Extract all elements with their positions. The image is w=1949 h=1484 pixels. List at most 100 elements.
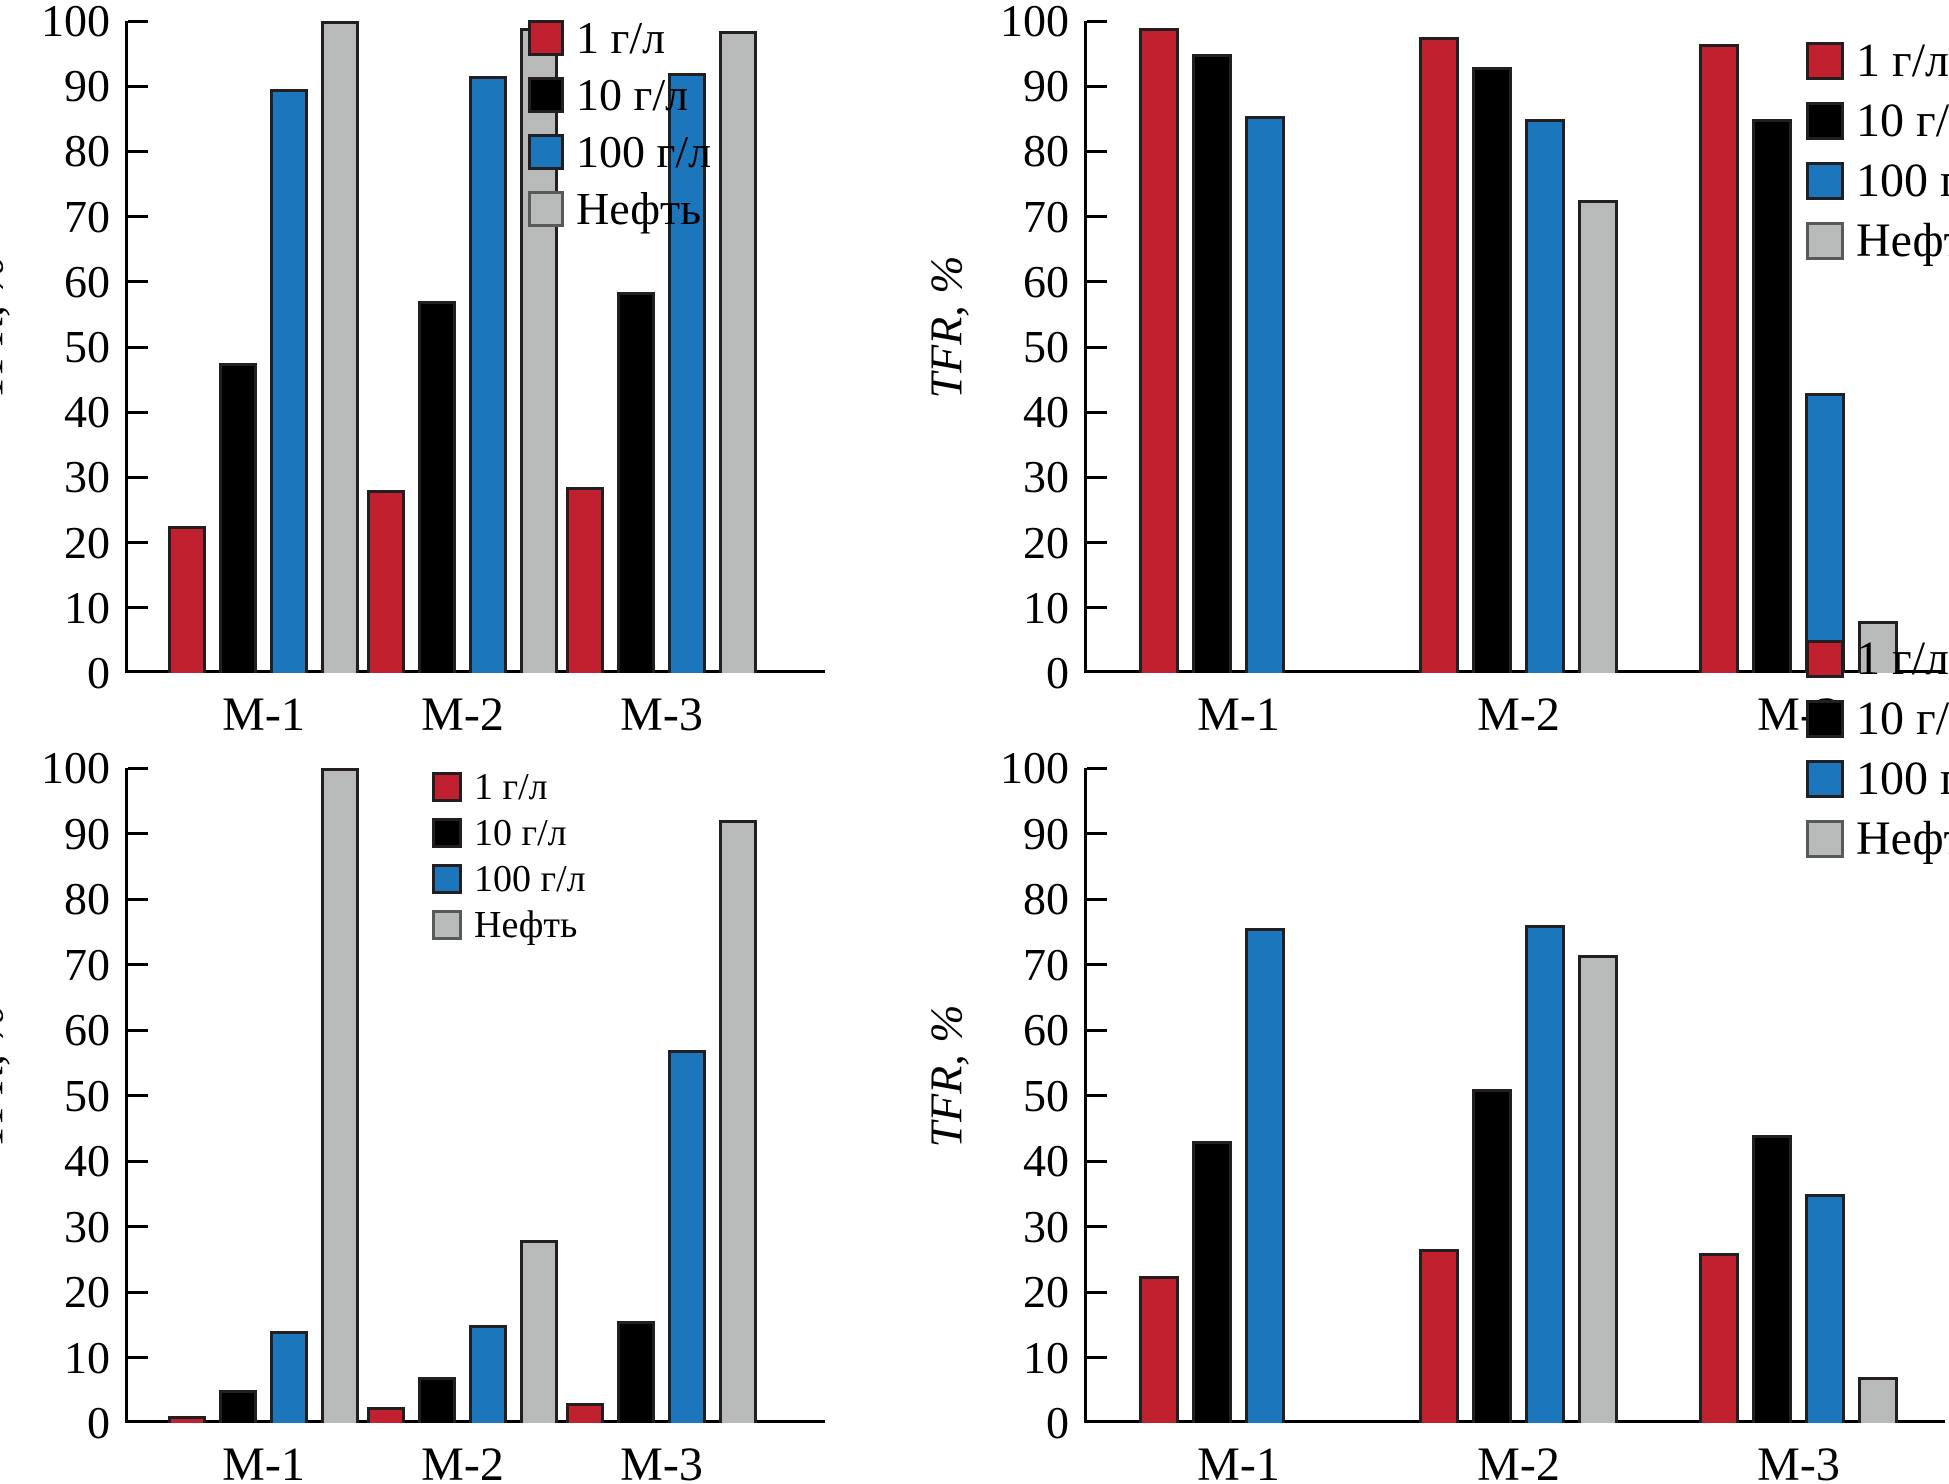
legend-label-1gl: 1 г/л [576,12,666,63]
y-tick-mark [1087,606,1107,610]
legend-a: 1 г/л 10 г/л 100 г/л Нефть [528,12,711,248]
y-tick-label: 70 [64,938,110,990]
legend-swatch-1gl [1806,42,1844,80]
legend-label-100gl: 100 г/л [474,858,586,900]
bar-neft-М-3 [719,820,757,1423]
bar-100gl-М-2 [469,1324,507,1423]
y-tick-mark [128,345,148,349]
bar-100gl-М-1 [270,89,308,673]
bar-group-М-3 [566,30,757,673]
legend-swatch-100gl [1806,760,1844,798]
legend-swatch-neft [528,191,564,227]
bar-10gl-М-2 [418,301,456,673]
bar-1gl-М-2 [1419,1249,1459,1423]
chart-panel-d: 0 10 20 30 40 50 60 70 80 90 100 М-1 М-2 М-3 TFR, % [921,745,1945,1484]
y-tick-mark [1087,215,1107,219]
legend-item-1gl: 1 г/л [1806,34,1949,87]
y-tick-mark [128,1159,148,1163]
bar-groups [1084,21,1945,673]
bar-10gl-М-1 [1192,53,1232,673]
y-tick-mark [1087,963,1107,966]
x-axis-label-М-1: М-1 [222,1438,305,1484]
bar-100gl-М-3 [668,1049,706,1423]
legend-swatch-10gl [1806,102,1844,140]
bar-1gl-М-1 [168,1416,206,1423]
y-tick-mark [1087,541,1107,545]
y-tick-mark [128,1094,148,1097]
x-axis-label-М-3: М-3 [620,1438,703,1484]
y-tick-label: 80 [64,125,110,177]
bar-1gl-М-2 [367,1406,405,1423]
y-tick-mark [1087,1290,1107,1294]
y-tick-label: 0 [1046,1397,1069,1448]
y-tick-label: 100 [1000,742,1069,793]
legend-label-1gl: 1 г/л [474,766,548,808]
bar-neft-М-2 [1578,200,1618,673]
bar-neft-М-2 [520,1239,558,1423]
legend-label-100gl: 100 г/л [1856,752,1949,805]
legend-item-100gl: 100 г/л [1806,157,1949,205]
y-tick-label: 20 [64,516,110,568]
bar-100gl-М-3 [668,73,706,673]
x-axis-label-М-3: М-3 [620,688,703,741]
y-tick-mark [1087,1094,1107,1097]
y-tick-mark [128,766,148,770]
y-tick-mark [1087,766,1107,770]
legend-swatch-1gl [1806,640,1844,678]
x-axis-label-М-2: М-2 [1477,688,1560,741]
y-tick-label: 100 [41,0,110,46]
y-tick-label: 70 [1023,190,1069,242]
y-tick-label: 20 [1023,1266,1069,1317]
legend-label-neft: Нефть [1856,812,1949,865]
chart-panel-a: 0 10 20 30 40 50 60 70 80 90 100 М-1 М-2 М-3 TFR, % [0,0,825,739]
y-tick-label: 90 [64,807,110,859]
y-tick-label: 90 [1023,807,1069,859]
bar-100gl-М-1 [1245,928,1285,1423]
y-tick-label: 30 [64,451,110,503]
legend-item-1gl: 1 г/л [1806,635,1949,683]
y-tick-label: 10 [1023,581,1069,633]
y-tick-mark [128,84,148,88]
bar-1gl-М-2 [1419,37,1459,673]
legend-item-1gl: 1 г/л [528,12,711,63]
legend-swatch-100gl [432,864,462,894]
legend-label-1gl: 1 г/л [1856,34,1949,87]
bar-groups [125,21,825,673]
y-tick-label: 50 [64,321,110,372]
y-tick-mark [1087,897,1107,901]
bar-1gl-М-3 [1699,1252,1739,1423]
legend-label-10gl: 10 г/л [576,69,689,120]
y-tick-mark [1087,1356,1107,1359]
legend-item-neft: Нефть [1806,812,1949,865]
chart-panel-c: 0 10 20 30 40 50 60 70 80 90 100 М-1 М-2 М-3 TFR, % [0,745,825,1484]
legend-swatch-1gl [432,772,462,802]
y-tick-mark [1087,1225,1107,1228]
legend-swatch-10gl [1806,700,1844,738]
legend-swatch-100gl [1806,162,1844,200]
y-tick-label: 40 [64,1135,110,1186]
bar-1gl-М-1 [1139,1275,1179,1423]
bar-10gl-М-3 [617,291,655,673]
y-tick-mark [128,963,148,966]
bar-1gl-М-2 [367,490,405,673]
y-axis-title: TFR, % [0,1004,13,1148]
bar-neft-М-2 [1578,954,1618,1423]
bar-10gl-М-1 [1192,1141,1232,1423]
plot-area [1084,766,1945,1423]
y-tick-label: 10 [64,581,110,633]
bar-group-М-1 [168,768,359,1423]
legend-swatch-neft [1806,820,1844,858]
legend-b: 1 г/л 10 г/л 100 г/л Нефть [1806,34,1949,282]
plot-area [1084,19,1945,673]
bar-100gl-М-3 [1805,1193,1845,1423]
bar-10gl-М-2 [1472,66,1512,673]
y-tick-mark [128,606,148,610]
y-tick-mark [128,475,148,479]
y-tick-mark [128,280,148,284]
y-tick-label: 60 [64,255,110,307]
legend-item-100gl: 100 г/л [1806,752,1949,805]
bar-10gl-М-2 [1472,1088,1512,1423]
x-axis-label-М-2: М-2 [421,688,504,741]
y-tick-mark [128,832,148,835]
